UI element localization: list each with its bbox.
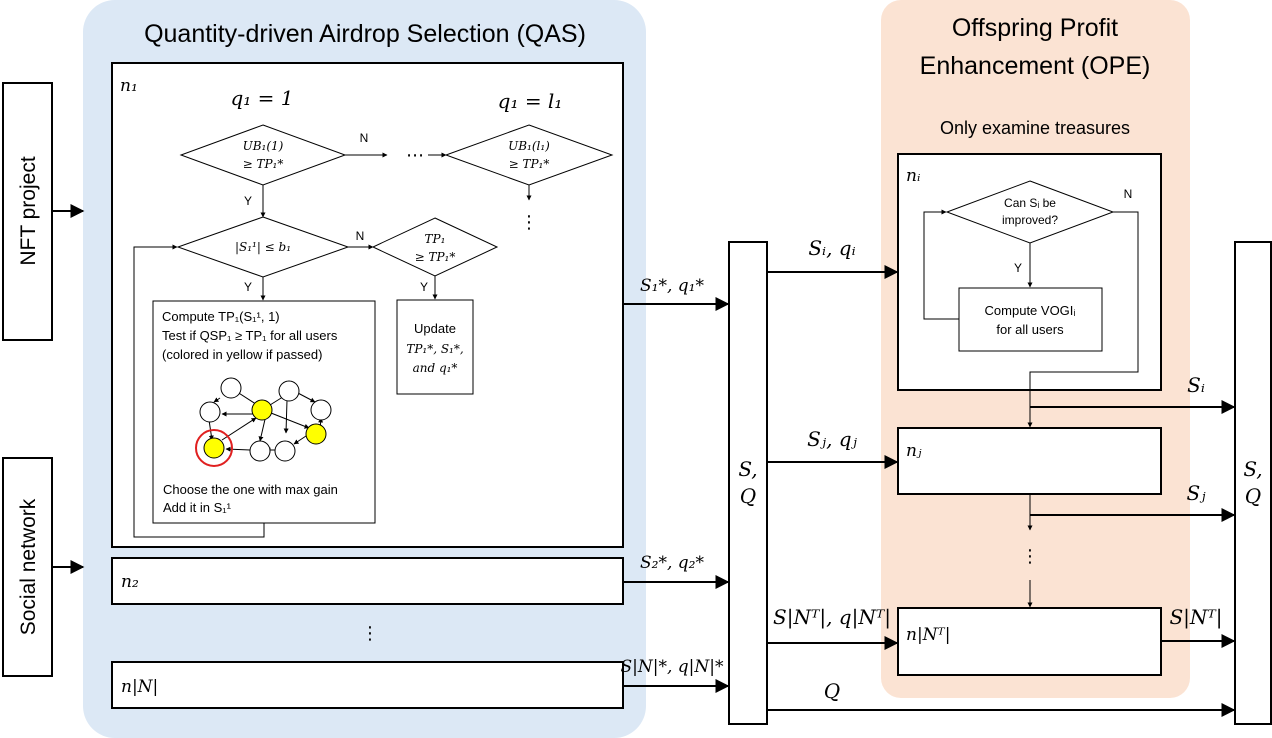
vogi-line2: for all users — [996, 322, 1064, 337]
collector-right-line1: S, — [1243, 457, 1262, 481]
user-node — [310, 399, 332, 421]
vogi-line1: Compute VOGIᵢ — [985, 303, 1076, 318]
collector-right — [1234, 241, 1272, 725]
nft-project-box — [2, 82, 53, 341]
user-node — [249, 440, 271, 462]
ope-vdots: ⋮ — [1021, 546, 1039, 566]
flow-sNqN-label: S|N|*, q|N|* — [621, 657, 724, 677]
can-no-line — [1027, 211, 1139, 428]
node-j-label: nⱼ — [906, 441, 922, 461]
choose-line2: Add it in S₁¹ — [163, 500, 232, 515]
flow-sNT-out-label: S|Nᵀ| — [1169, 605, 1222, 630]
ubl-line1: UB₁(l₁) — [508, 139, 550, 153]
social-network-label: Social network — [17, 498, 40, 635]
flow-sNTqNT-label: S|Nᵀ|, q|Nᵀ| — [773, 605, 891, 630]
node-2-label: n₂ — [121, 572, 139, 592]
user-node-passed — [251, 399, 273, 421]
update-line3: and q₁* — [413, 361, 458, 375]
budget-no-label: N — [356, 229, 365, 243]
ub1-line2: ≥ TP₁* — [243, 157, 284, 171]
ope-subtitle: Only examine treasures — [940, 118, 1130, 138]
tp-line1: TP₁ — [425, 232, 446, 246]
user-node — [220, 377, 242, 399]
update-line2: TP₁*, S₁*, — [406, 342, 463, 356]
compute-line3: (colored in yellow if passed) — [162, 347, 322, 362]
ubl-line2: ≥ TP₁* — [509, 157, 550, 171]
node-NT-box — [897, 607, 1162, 676]
qas-title: Quantity-driven Airdrop Selection (QAS) — [144, 20, 586, 48]
tp-line2: ≥ TP₁* — [415, 250, 456, 264]
can-improve-line1: Can Sᵢ be — [1004, 196, 1056, 210]
collector-left-line1: S, — [738, 457, 757, 481]
node-j-box — [897, 427, 1162, 495]
vogi-box — [958, 287, 1103, 352]
budget-check: |S₁¹| ≤ b₁ — [235, 240, 291, 254]
can-yes-label: Y — [1014, 261, 1022, 275]
compute-line2: Test if QSP₁ ≥ TP₁ for all users — [162, 328, 338, 343]
flow-s1q1-label: S₁*, q₁* — [640, 276, 704, 296]
qas-vdots: ⋮ — [361, 623, 379, 643]
ope-loop-arrow — [923, 209, 959, 320]
nft-project-label: NFT project — [17, 156, 40, 265]
node-2-box — [111, 557, 624, 605]
ub1-no-label: N — [360, 131, 369, 145]
node-N-box — [111, 661, 624, 709]
flow-siqi-label: Sᵢ, qᵢ — [808, 236, 855, 260]
collector-left — [728, 241, 768, 725]
update-line1: Update — [414, 321, 456, 336]
collector-right-line2: Q — [1245, 484, 1261, 508]
user-node — [274, 440, 296, 462]
loop-back-arrow — [133, 244, 265, 538]
q-hdots: ⋯ — [406, 145, 424, 165]
selected-ring — [195, 429, 233, 467]
node-i-label: nᵢ — [906, 166, 920, 186]
flow-q-label: Q — [824, 679, 840, 703]
node-1-label: n₁ — [120, 76, 138, 96]
collector-left-line2: Q — [740, 484, 756, 508]
compute-line1: Compute TP₁(S₁¹, 1) — [162, 309, 280, 324]
q-first-label: q₁ = 1 — [230, 86, 293, 110]
flow-sj-out-label: Sⱼ — [1187, 481, 1207, 505]
can-improve-line2: improved? — [1002, 213, 1058, 227]
user-node-passed — [305, 423, 327, 445]
can-no-label: N — [1124, 187, 1133, 201]
ope-title-line2: Enhancement (OPE) — [920, 52, 1151, 80]
flow-si-out-label: Sᵢ — [1187, 373, 1205, 397]
choose-line1: Choose the one with max gain — [163, 482, 338, 497]
ub1-line1: UB₁(1) — [243, 139, 284, 153]
tp-yes-label: Y — [420, 280, 428, 294]
user-node-passed — [203, 437, 225, 459]
user-node — [278, 380, 300, 402]
graph-nodes — [195, 377, 332, 467]
update-box — [396, 299, 474, 395]
flow-s2q2-label: S₂*, q₂* — [640, 553, 704, 573]
ope-title-line1: Offspring Profit — [952, 14, 1118, 42]
ubl-vdots: ⋮ — [520, 212, 538, 232]
flow-sjqj-label: Sⱼ, qⱼ — [807, 427, 858, 451]
q-last-label: q₁ = l₁ — [498, 89, 563, 113]
ub1-yes-label: Y — [244, 194, 252, 208]
user-node — [199, 401, 221, 423]
budget-yes-label: Y — [244, 280, 252, 294]
node-N-label: n|N| — [121, 677, 158, 697]
node-NT-label: n|Nᵀ| — [906, 625, 950, 645]
